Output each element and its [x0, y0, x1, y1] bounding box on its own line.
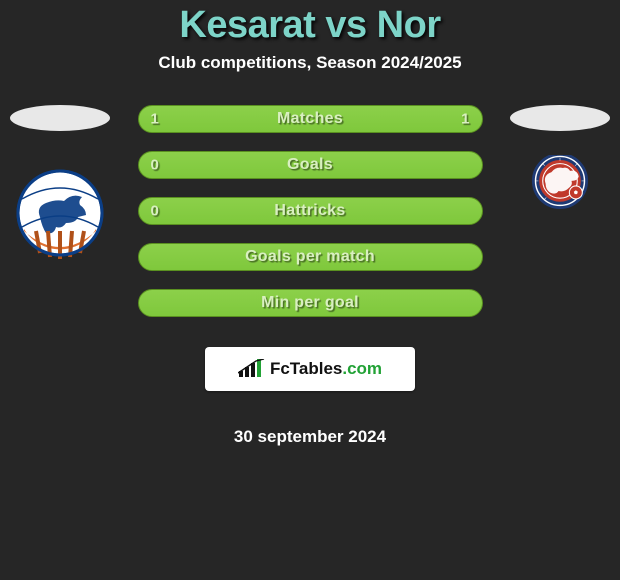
stat-left-value: 0 — [151, 203, 159, 220]
right-column — [510, 77, 610, 232]
stat-right-value: 1 — [461, 111, 469, 128]
logo-text: FcTables.com — [270, 359, 382, 379]
stats-column: 1 Matches 1 0 Goals 0 Hattricks Goals pe… — [138, 77, 483, 447]
stat-row-matches: 1 Matches 1 — [138, 105, 483, 133]
left-column — [10, 77, 110, 269]
stat-row-hattricks: 0 Hattricks — [138, 197, 483, 225]
club-a-crest — [10, 169, 110, 269]
stat-row-mpg: Min per goal — [138, 289, 483, 317]
stat-label: Min per goal — [261, 294, 359, 312]
fctables-logo[interactable]: FcTables.com — [205, 347, 415, 391]
stat-row-goals: 0 Goals — [138, 151, 483, 179]
page-subtitle: Club competitions, Season 2024/2025 — [158, 53, 461, 73]
club-b-crest — [510, 155, 610, 227]
bars-icon — [238, 359, 266, 379]
logo-text-a: FcTables — [270, 359, 342, 378]
stat-left-value: 1 — [151, 111, 159, 128]
logo-text-b: .com — [342, 359, 382, 378]
stat-row-gpm: Goals per match — [138, 243, 483, 271]
club-b-crest-wrap — [510, 155, 610, 232]
main-row: 1 Matches 1 0 Goals 0 Hattricks Goals pe… — [0, 77, 620, 447]
stat-label: Matches — [277, 110, 343, 128]
page-container: Kesarat vs Nor Club competitions, Season… — [0, 0, 620, 447]
stat-label: Goals — [287, 156, 333, 174]
stat-left-value: 0 — [151, 157, 159, 174]
player-b-ellipse — [510, 105, 610, 131]
stat-label: Hattricks — [274, 202, 345, 220]
match-date: 30 september 2024 — [234, 427, 386, 447]
player-a-ellipse — [10, 105, 110, 131]
page-title: Kesarat vs Nor — [179, 4, 440, 47]
stat-label: Goals per match — [245, 248, 375, 266]
